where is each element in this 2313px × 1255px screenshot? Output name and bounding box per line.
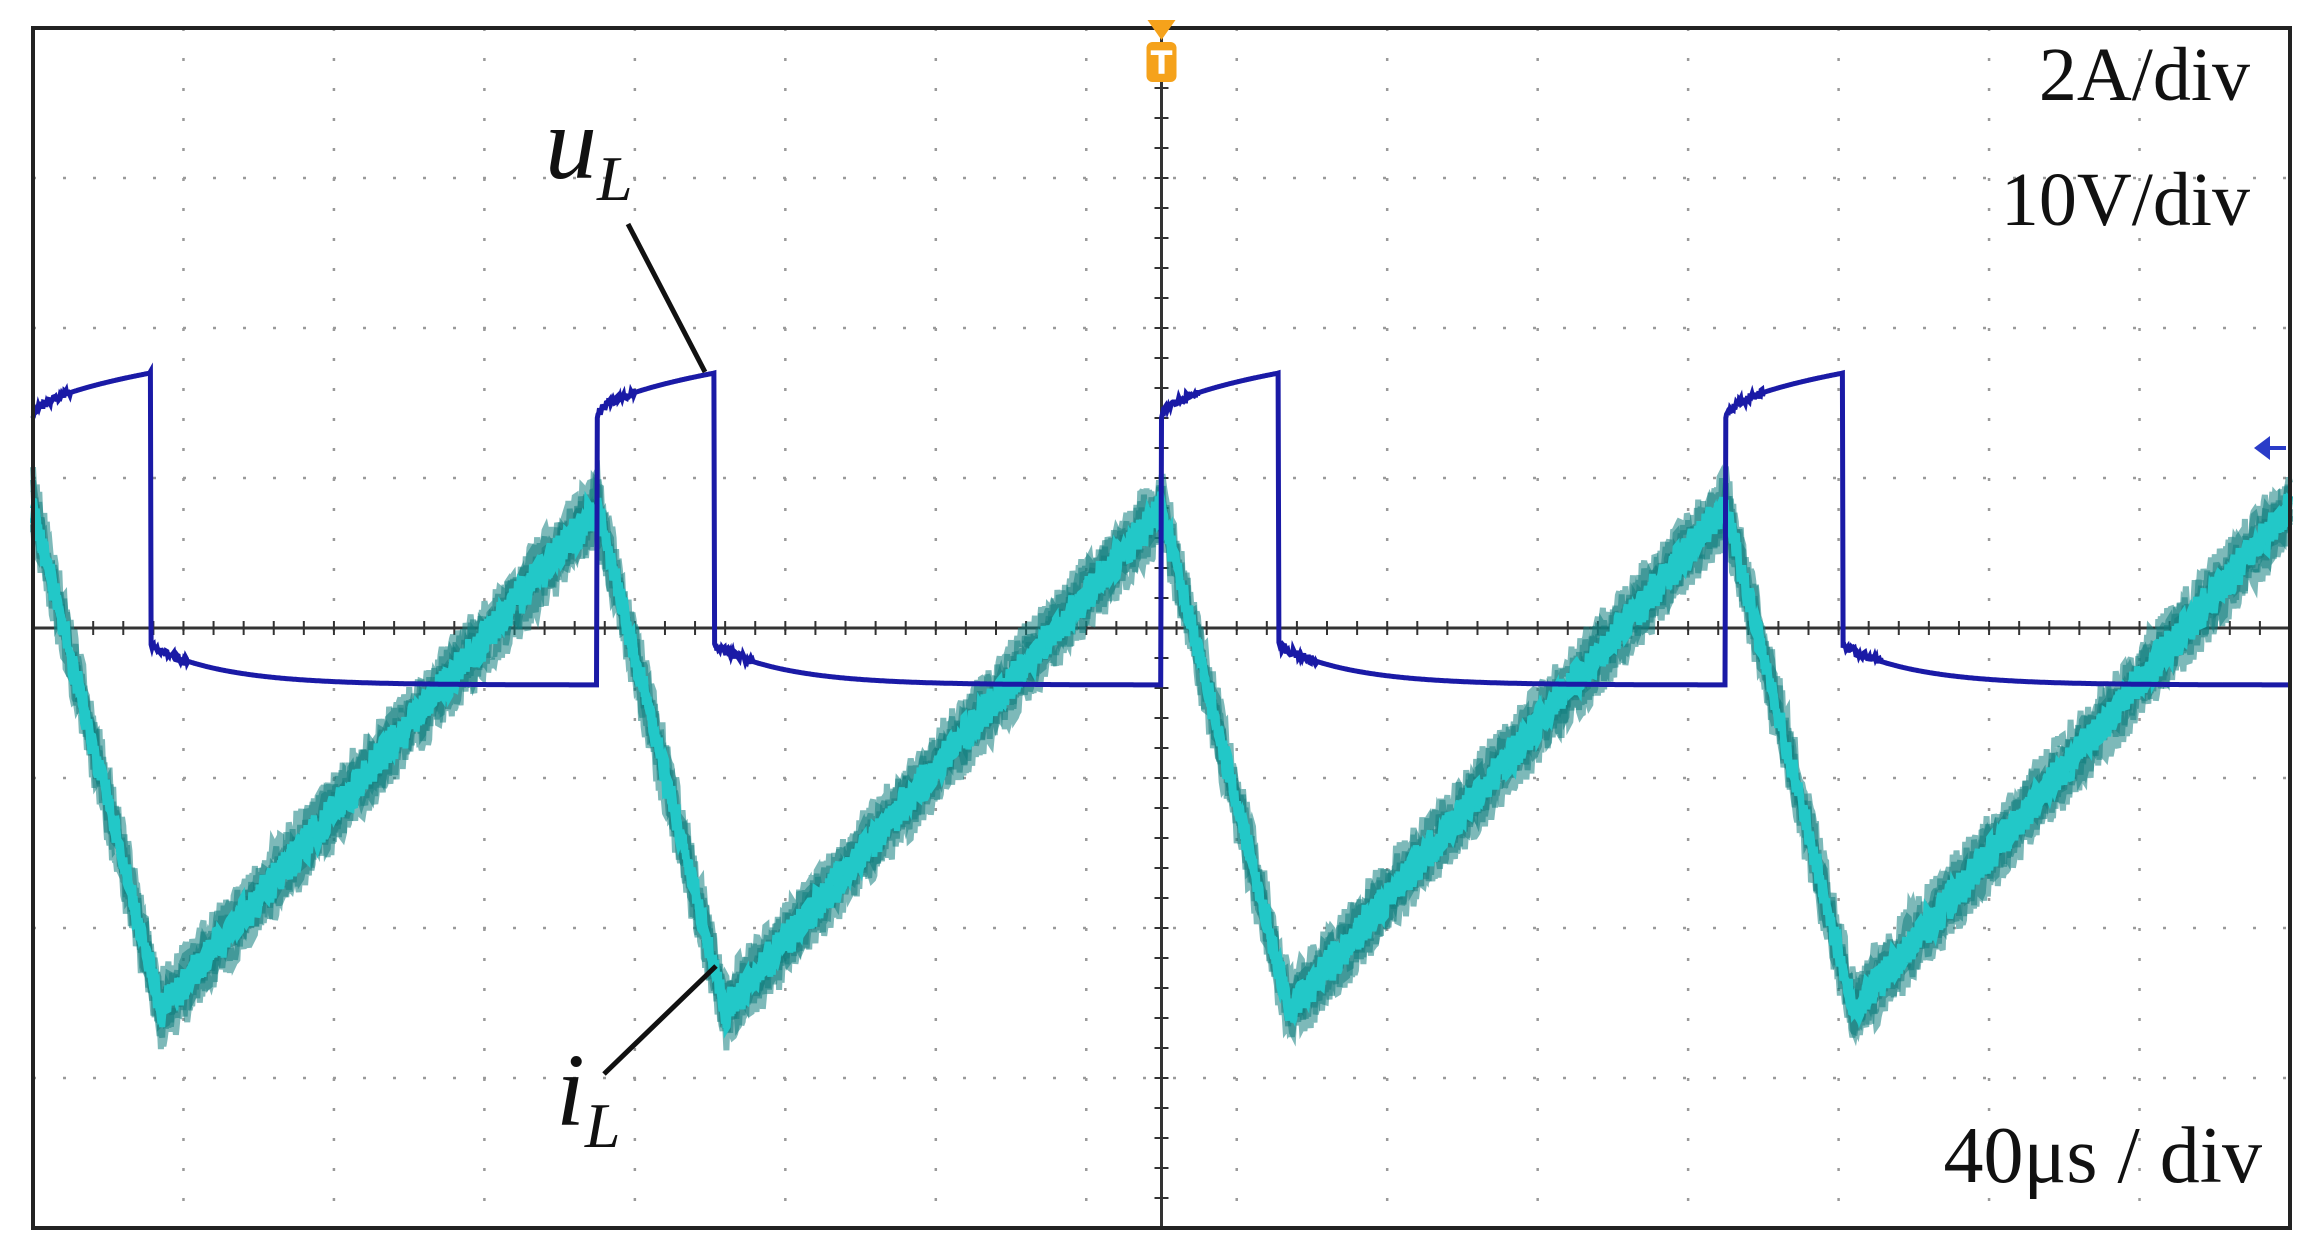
u-l-leader-line [625, 222, 708, 374]
trigger-marker: T [1146, 20, 1177, 82]
u-l-label: uL [545, 86, 633, 214]
i-l-leader-line [602, 964, 718, 1076]
trigger-badge-text: T [1151, 44, 1173, 82]
reference-arrow-head [2254, 436, 2270, 460]
u-l-label-sub: L [596, 143, 633, 214]
u-l-trace [30, 362, 2290, 688]
current-scale-label: 2A/div [2039, 33, 2250, 117]
u-l-label-main: u [545, 86, 597, 201]
voltage-scale-label: 10V/div [2001, 158, 2250, 242]
trigger-arrow [1147, 20, 1176, 40]
trigger-badge [1146, 42, 1177, 82]
i-l-label-main: i [556, 1033, 585, 1148]
traces [30, 362, 2293, 1051]
i-l-label: iL [556, 1033, 621, 1161]
reference-level-marker [2254, 436, 2286, 460]
time-scale-label: 40μs / div [1944, 1112, 2262, 1200]
i-l-label-sub: L [584, 1090, 621, 1161]
